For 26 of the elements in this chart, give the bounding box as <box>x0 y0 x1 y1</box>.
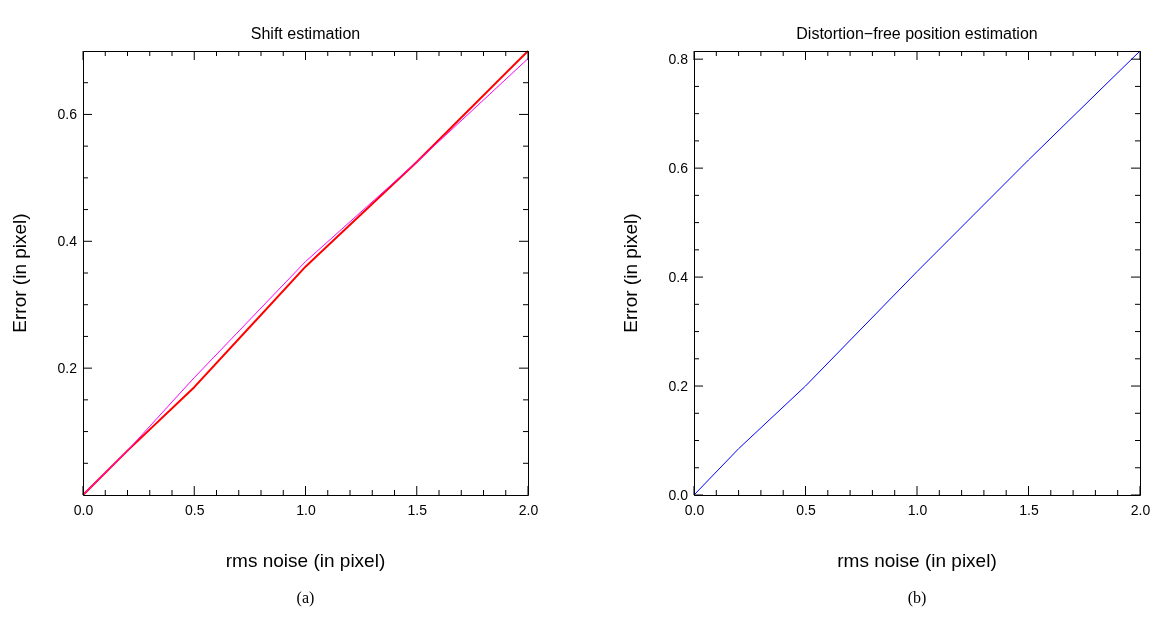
y-tick-label: 0.6 <box>57 106 78 123</box>
y-axis-title: Error (in pixel) <box>9 213 30 333</box>
x-tick-label: 0.5 <box>796 501 816 518</box>
x-axis-title: rms noise (in pixel) <box>837 550 997 571</box>
y-tick-label: 0.4 <box>668 269 689 286</box>
x-axis-title: rms noise (in pixel) <box>225 550 386 571</box>
x-tick-label: 1.5 <box>407 501 428 518</box>
chart-title: Shift estimation <box>250 25 361 42</box>
y-tick-label: 0.6 <box>668 160 689 177</box>
x-tick-label: 1.5 <box>1019 501 1039 518</box>
text: (b) <box>907 589 927 607</box>
y-tick-label: 0.8 <box>668 51 689 68</box>
y-tick-label: 0.2 <box>668 378 689 395</box>
text: (a) <box>296 589 315 607</box>
x-tick-label: 2.0 <box>1130 501 1151 518</box>
x-tick-label: 1.0 <box>296 501 316 518</box>
x-tick-label: 0.0 <box>73 501 94 518</box>
x-tick-label: 1.0 <box>907 501 928 518</box>
y-axis-title: Error (in pixel) <box>620 213 641 333</box>
y-tick-label: 0.0 <box>668 486 689 503</box>
y-tick-label: 0.4 <box>57 233 78 250</box>
y-tick-label: 0.2 <box>57 360 78 377</box>
x-tick-label: 2.0 <box>518 501 539 518</box>
x-tick-label: 0.0 <box>684 501 705 518</box>
chart-title: Distortion−free position estimation <box>796 25 1038 42</box>
x-tick-label: 0.5 <box>185 501 205 518</box>
